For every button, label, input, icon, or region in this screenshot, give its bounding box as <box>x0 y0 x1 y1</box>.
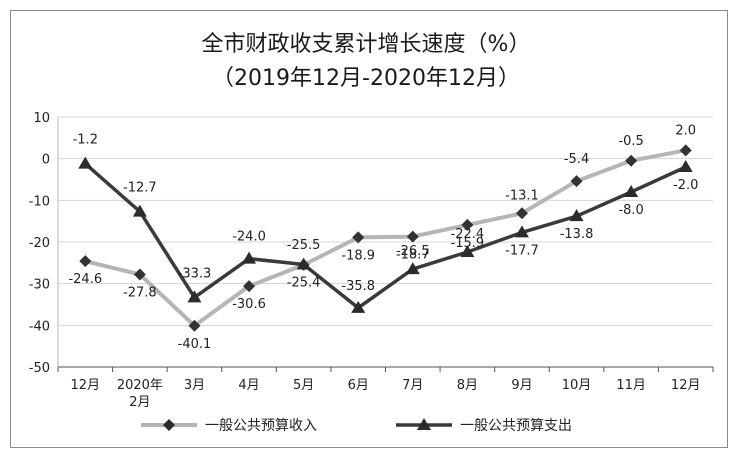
data-label: -25.4 <box>287 276 321 291</box>
data-point <box>188 319 201 332</box>
legend-marker <box>417 418 431 430</box>
data-point <box>352 231 365 244</box>
data-label: -24.6 <box>68 272 102 287</box>
data-point <box>133 268 146 281</box>
y-tick-label: 10 <box>33 111 50 126</box>
data-label: -13.8 <box>560 227 594 242</box>
legend-label: 一般公共预算收入 <box>205 418 317 434</box>
data-labels: -24.6 -27.8 -40.1 -30.6 -25.5 -18.9 -18.7 -15.9… <box>68 123 698 351</box>
data-point <box>678 160 693 172</box>
legend-label: 一般公共预算支出 <box>460 418 572 434</box>
chart-title: 全市财政收支累计增长速度（%） <box>202 32 531 57</box>
data-label: -25.5 <box>287 238 321 253</box>
y-tick-label: -40 <box>29 319 50 334</box>
x-tick-label: 11月 <box>616 378 646 393</box>
data-label: -8.0 <box>618 203 643 218</box>
data-point <box>514 225 529 238</box>
data-point <box>461 218 474 231</box>
data-point <box>187 290 202 303</box>
data-point <box>242 251 257 264</box>
series-line <box>84 162 687 310</box>
y-tick-label: -50 <box>29 361 50 376</box>
series-group <box>78 144 693 332</box>
data-label: -1.2 <box>73 133 98 148</box>
data-point <box>624 185 639 197</box>
data-label: -26.5 <box>396 244 430 259</box>
data-label: -33.3 <box>178 266 212 281</box>
data-point <box>460 245 475 257</box>
x-tick-label: 8月 <box>457 378 478 393</box>
data-label: 2.0 <box>675 123 696 138</box>
grid <box>58 116 713 368</box>
x-tick-label: 6月 <box>348 378 369 393</box>
axes: 10 0 -10 -20 -30 -40 -50 12月 2020年 2月 3月 4月 5月 6月 7月 8月… <box>29 111 714 410</box>
x-tick-label: 7月 <box>402 378 423 393</box>
legend: 一般公共预算收入 一般公共预算支出 <box>141 418 572 434</box>
data-label: -24.0 <box>232 230 266 245</box>
x-tick-label: 5月 <box>293 378 314 393</box>
data-label: -12.7 <box>123 181 157 196</box>
data-label: -2.0 <box>673 178 698 193</box>
x-tick-label: 4月 <box>238 378 259 393</box>
x-tick-label: 9月 <box>511 378 532 393</box>
data-point <box>405 262 420 275</box>
data-point <box>569 209 584 222</box>
data-label: -40.1 <box>178 337 212 352</box>
legend-marker <box>163 419 175 431</box>
x-tick-label: 12月 <box>71 378 101 393</box>
line-chart: 全市财政收支累计增长速度（%） （2019年12月-2020年12月） 10 0 -… <box>29 32 714 434</box>
x-tick-label: 12月 <box>671 378 701 393</box>
data-label: -5.4 <box>564 152 589 167</box>
data-label: -22.4 <box>451 227 485 242</box>
data-label: -30.6 <box>232 297 266 312</box>
data-point <box>625 154 638 167</box>
data-point <box>351 300 366 313</box>
data-label: -27.8 <box>123 286 157 301</box>
x-tick-label: 3月 <box>184 378 205 393</box>
data-label: -13.1 <box>505 188 539 203</box>
data-point <box>243 280 256 293</box>
y-tick-label: -30 <box>29 278 50 293</box>
x-tick-label: 2020年 2月 <box>117 378 163 410</box>
data-label: -15.9 <box>451 236 485 251</box>
y-tick-label: -20 <box>29 236 50 251</box>
data-point <box>132 204 147 217</box>
data-point <box>570 175 583 188</box>
y-tick-label: -10 <box>29 194 50 209</box>
chart-subtitle: （2019年12月-2020年12月） <box>212 66 520 91</box>
chart-frame: 全市财政收支累计增长速度（%） （2019年12月-2020年12月） 10 0 -… <box>10 10 728 448</box>
data-label: -0.5 <box>618 134 643 149</box>
x-tick-label: 10月 <box>562 378 592 393</box>
y-tick-label: 0 <box>42 153 50 168</box>
data-label: -17.7 <box>505 243 539 258</box>
series-line <box>84 148 687 328</box>
data-point <box>515 207 528 220</box>
data-point <box>679 144 692 157</box>
data-point <box>78 156 93 169</box>
data-label: -35.8 <box>341 279 375 294</box>
data-label: -18.7 <box>396 248 430 263</box>
data-label: -18.9 <box>341 248 375 263</box>
data-point <box>79 255 92 268</box>
data-point <box>296 257 311 270</box>
data-point <box>406 230 419 243</box>
